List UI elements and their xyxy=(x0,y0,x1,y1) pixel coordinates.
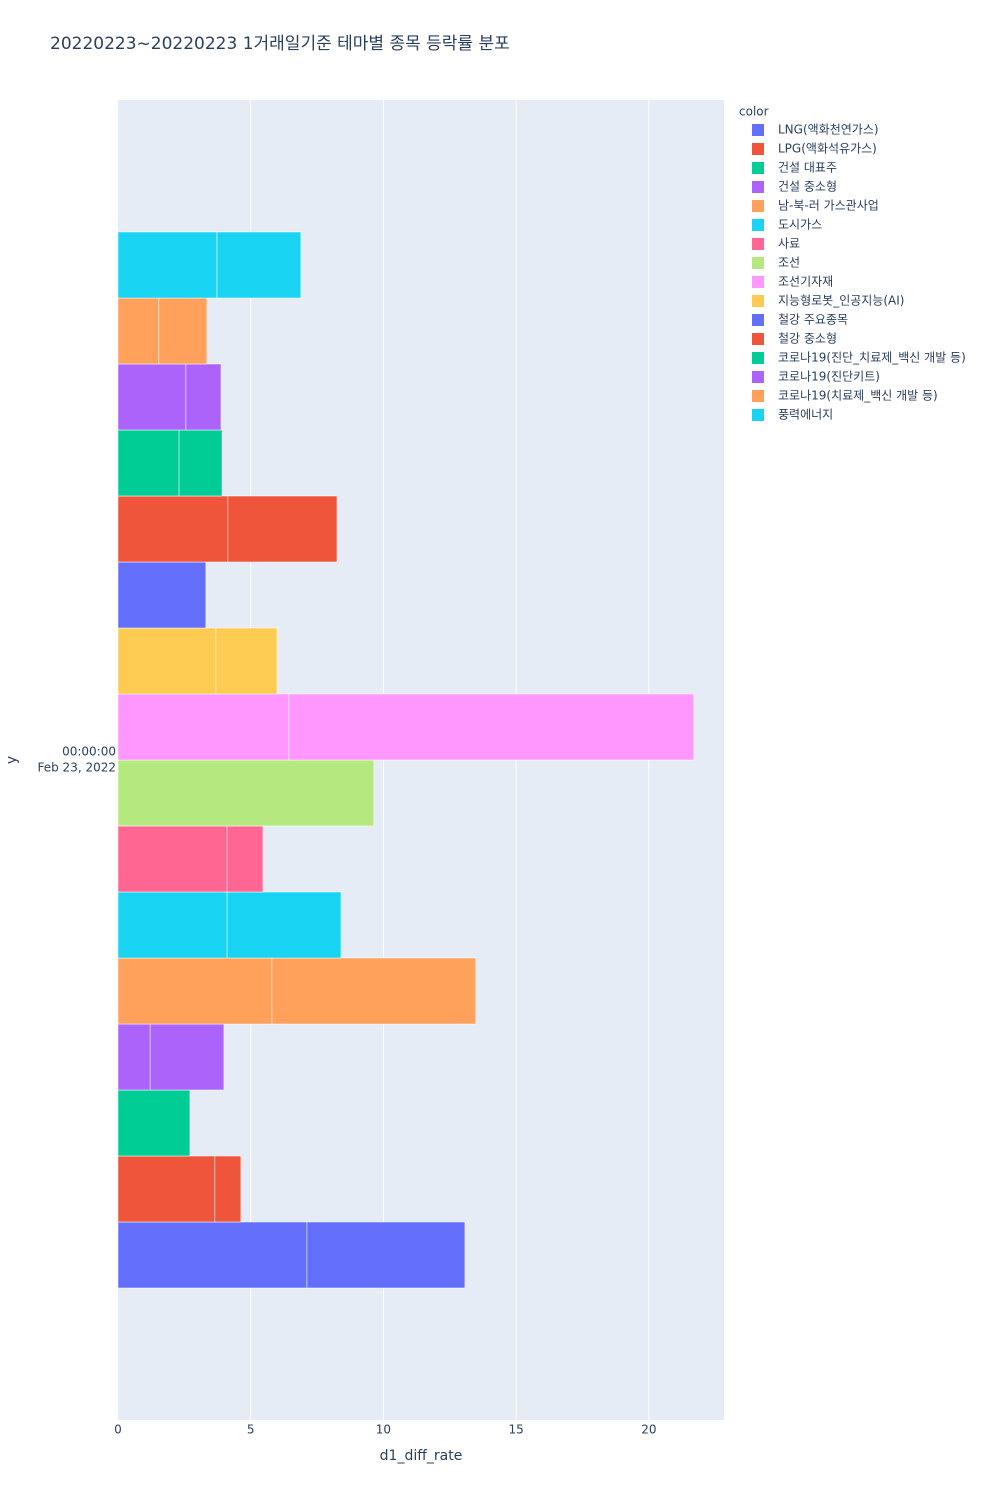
bar-segment xyxy=(117,627,217,695)
bar-segment xyxy=(226,891,342,959)
bar-segment xyxy=(178,429,223,497)
bar-segment xyxy=(306,1221,466,1289)
legend-swatch xyxy=(752,162,764,174)
y-tick-label: Feb 23, 2022 xyxy=(38,761,117,775)
bar-segment xyxy=(185,363,222,431)
bar-segment xyxy=(117,363,187,431)
legend-label: 코로나19(진단키트) xyxy=(778,370,880,384)
chart-title: 20220223~20220223 1거래일기준 테마별 종목 등락률 분포 xyxy=(50,34,510,54)
bar-segment xyxy=(226,825,264,893)
legend-swatch xyxy=(752,333,764,345)
legend-swatch xyxy=(752,352,764,364)
bar-segment xyxy=(117,561,207,629)
legend-label: 조선기자재 xyxy=(778,275,833,289)
bar-segment xyxy=(117,891,228,959)
legend-swatch xyxy=(752,143,764,155)
legend-label: 남-북-러 가스관사업 xyxy=(778,199,879,213)
legend-swatch xyxy=(752,276,764,288)
bar-segment xyxy=(117,495,229,563)
legend-label: 건설 대표주 xyxy=(778,161,837,175)
y-tick-label: 00:00:00 xyxy=(62,745,116,759)
legend-label: 지능형로봇_인공지능(AI) xyxy=(778,294,904,308)
x-tick-label: 0 xyxy=(114,1423,122,1437)
bar-segment xyxy=(117,957,273,1025)
legend-swatch xyxy=(752,181,764,193)
bar-segment xyxy=(117,1089,191,1157)
legend-label: 조선 xyxy=(778,256,800,270)
x-tick-label: 15 xyxy=(509,1423,524,1437)
legend-swatch xyxy=(752,238,764,250)
bar-segment xyxy=(215,627,278,695)
bar-segment xyxy=(117,297,160,365)
x-tick-label: 10 xyxy=(376,1423,391,1437)
legend-swatch xyxy=(752,409,764,421)
bar-segment xyxy=(117,1155,216,1223)
legend-label: 건설 중소형 xyxy=(778,180,837,194)
legend-label: 도시가스 xyxy=(778,218,822,232)
bar-segment xyxy=(214,1155,242,1223)
legend-label: 코로나19(치료제_백신 개발 등) xyxy=(778,389,938,403)
legend-swatch xyxy=(752,124,764,136)
bar-segment xyxy=(227,495,338,563)
bar-segment xyxy=(117,825,228,893)
legend-swatch xyxy=(752,314,764,326)
bar-segment xyxy=(117,693,290,761)
legend-label: LNG(액화천연가스) xyxy=(778,122,879,137)
legend-label: 코로나19(진단_치료제_백신 개발 등) xyxy=(778,351,966,365)
x-tick-label: 20 xyxy=(641,1423,656,1437)
legend-swatch xyxy=(752,257,764,269)
legend-label: 풍력에너지 xyxy=(778,408,833,422)
bar-segment xyxy=(117,231,218,299)
legend-label: 사료 xyxy=(778,237,800,251)
bar-segment xyxy=(216,231,302,299)
legend-label: 철강 주요종목 xyxy=(778,313,848,327)
bar-segment xyxy=(117,1023,151,1091)
legend-swatch xyxy=(752,371,764,383)
bar-segment xyxy=(149,1023,225,1091)
x-axis-title: d1_diff_rate xyxy=(380,1448,463,1464)
x-tick-label: 5 xyxy=(247,1423,255,1437)
bar-segment xyxy=(158,297,208,365)
legend-label: 철강 중소형 xyxy=(778,332,837,346)
bar-segment xyxy=(117,759,375,827)
legend-title: color xyxy=(739,105,769,119)
bar-segment xyxy=(117,1221,308,1289)
bar-segment xyxy=(117,429,180,497)
y-axis-title: y xyxy=(4,756,20,764)
legend-swatch xyxy=(752,200,764,212)
legend-label: LPG(액화석유가스) xyxy=(778,142,877,156)
legend-swatch xyxy=(752,219,764,231)
legend-swatch xyxy=(752,390,764,402)
legend-swatch xyxy=(752,295,764,307)
bar-segment xyxy=(271,957,477,1025)
bar-segment xyxy=(288,693,694,761)
